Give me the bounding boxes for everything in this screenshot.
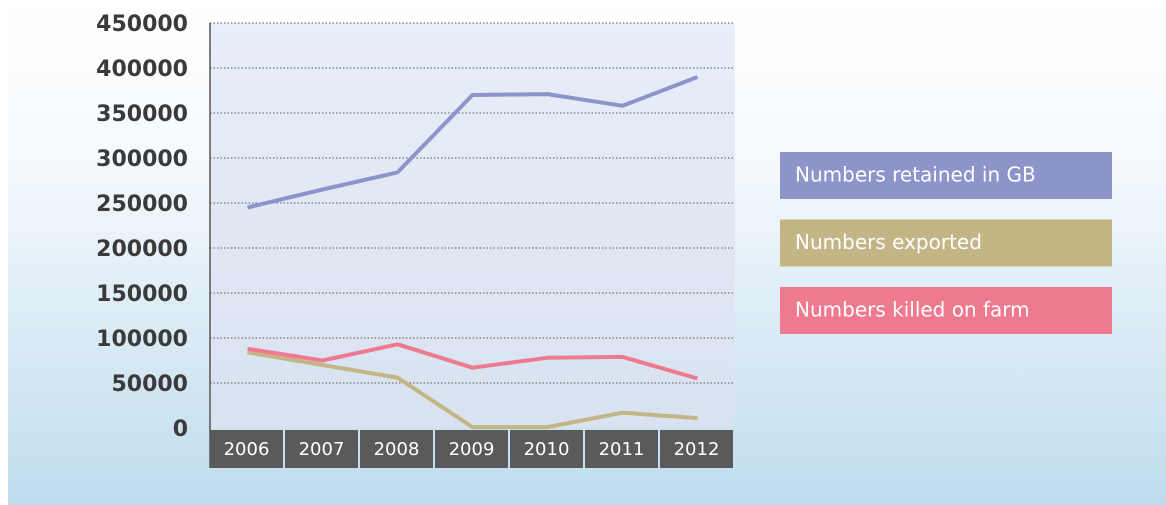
series-line bbox=[247, 342, 699, 381]
y-tick-label: 250000 bbox=[96, 192, 188, 217]
legend-label: Numbers killed on farm bbox=[795, 298, 1030, 322]
y-tick-label: 0 bbox=[173, 417, 188, 442]
x-tick-label: 2007 bbox=[299, 439, 345, 460]
y-tick-label: 200000 bbox=[96, 237, 188, 262]
legend-label: Numbers exported bbox=[795, 230, 982, 254]
x-tick-label: 2009 bbox=[449, 439, 495, 460]
series-line bbox=[247, 75, 699, 210]
category-cell bbox=[585, 430, 658, 468]
legend-label: Numbers retained in GB bbox=[795, 163, 1036, 187]
legend-swatch bbox=[780, 219, 1112, 267]
category-cell bbox=[660, 430, 733, 468]
x-tick-label: 2008 bbox=[374, 439, 420, 460]
y-tick-label: 300000 bbox=[96, 147, 188, 172]
x-tick-label: 2006 bbox=[224, 439, 270, 460]
y-tick-label: 450000 bbox=[96, 12, 188, 37]
y-tick-label: 350000 bbox=[96, 102, 188, 127]
category-cell bbox=[510, 430, 583, 468]
series-line bbox=[247, 350, 698, 430]
legend-swatch bbox=[780, 152, 1112, 199]
category-cell bbox=[360, 430, 433, 468]
legend-swatch bbox=[780, 287, 1112, 334]
x-tick-label: 2010 bbox=[524, 439, 570, 460]
y-tick-label: 400000 bbox=[96, 57, 188, 82]
category-cell bbox=[435, 430, 508, 468]
y-tick-label: 100000 bbox=[96, 327, 188, 352]
category-cell bbox=[210, 430, 283, 468]
y-tick-label: 150000 bbox=[96, 282, 188, 307]
y-tick-label: 50000 bbox=[111, 372, 188, 397]
x-tick-label: 2012 bbox=[674, 439, 720, 460]
x-tick-label: 2011 bbox=[599, 439, 645, 460]
category-cell bbox=[285, 430, 358, 468]
